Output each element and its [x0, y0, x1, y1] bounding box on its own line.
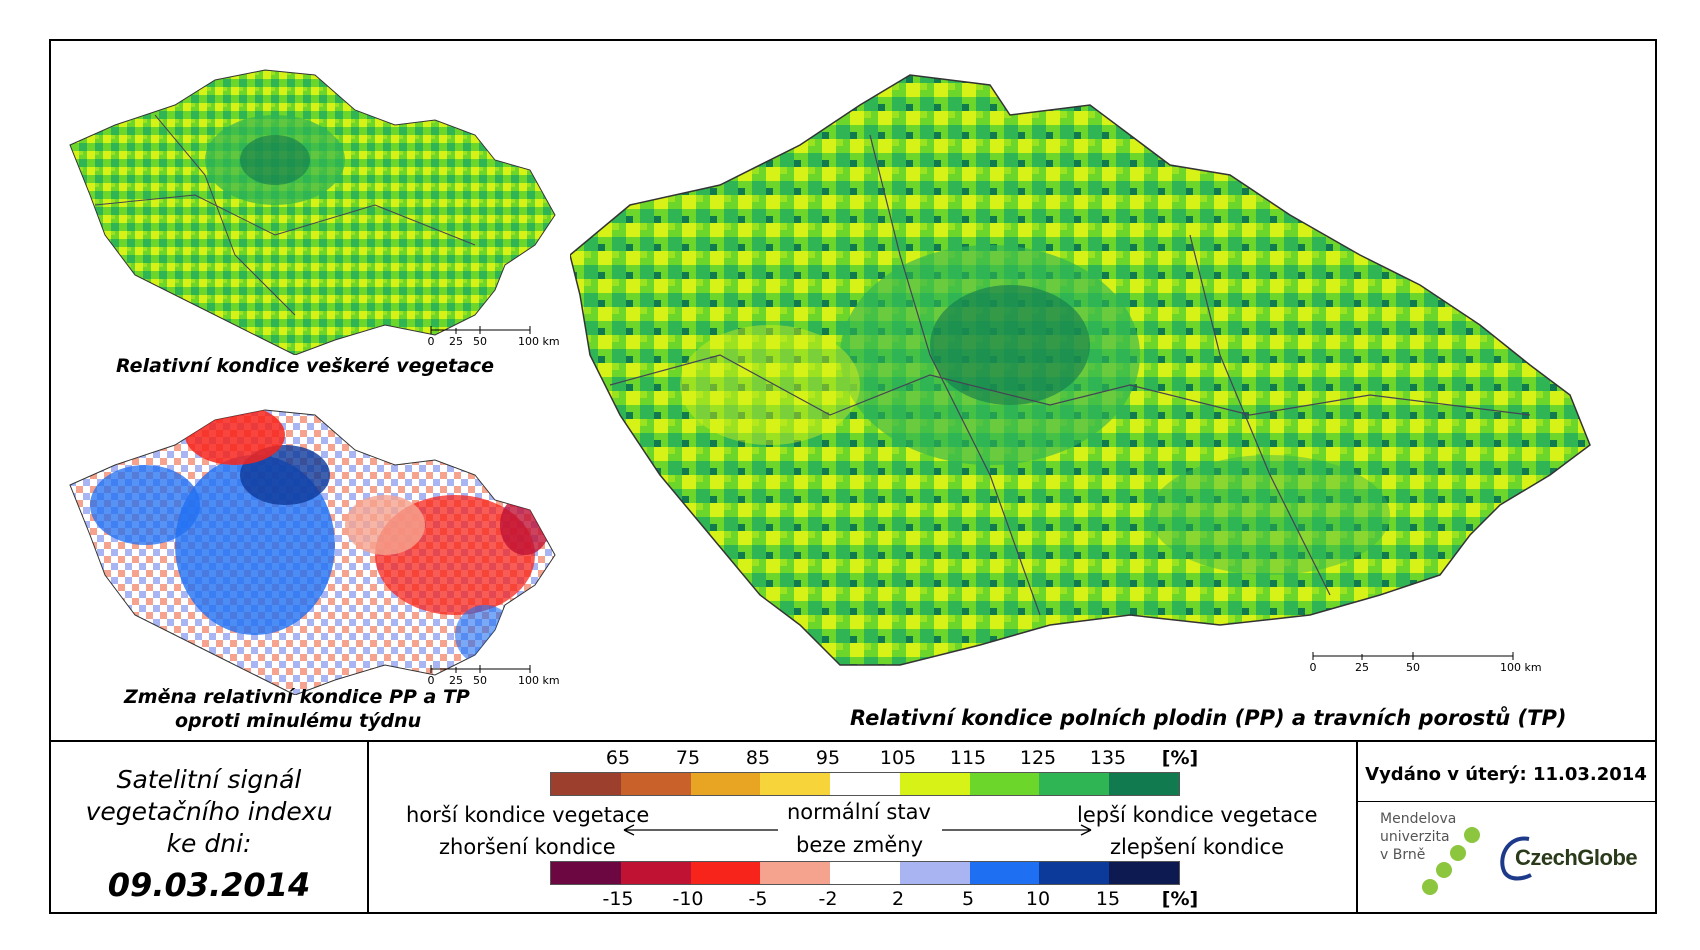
scale-label: 25	[1355, 661, 1369, 674]
change-ticks: -15 -10 -5 -2 2 5 10 15 [%]	[0, 888, 1700, 912]
change-swatch	[760, 862, 831, 884]
caption-change-line2: oproti minulému týdnu	[175, 710, 422, 732]
condition-swatch	[760, 773, 831, 795]
condition-swatch	[551, 773, 621, 795]
condition-swatch	[969, 773, 1040, 795]
condition-tick: 85	[745, 747, 771, 769]
mendel-dots-icon	[1422, 827, 1480, 895]
info-box: Satelitní signál vegetačního indexu ke d…	[51, 742, 367, 912]
info-date: 09.03.2014	[107, 866, 311, 904]
change-unit: [%]	[1161, 888, 1199, 910]
scale-label: 0	[427, 335, 435, 348]
change-tick: -15	[602, 888, 634, 910]
label-worse-change: zhoršení kondice	[439, 835, 616, 859]
condition-color-bar	[550, 772, 1180, 796]
divider-left	[367, 740, 369, 914]
czechglobe-swoosh-icon	[1500, 836, 1532, 881]
condition-tick: 75	[675, 747, 701, 769]
legend-divider	[49, 740, 1657, 742]
condition-tick: 95	[815, 747, 841, 769]
scalebar-change: 0 25 50 100 km	[427, 664, 570, 694]
change-swatch	[830, 862, 900, 884]
change-swatch	[620, 862, 691, 884]
issued-date: Vydáno v úterý: 11.03.2014	[1365, 764, 1647, 785]
scale-label: 100 km	[518, 335, 560, 348]
caption-vegetation: Relativní kondice veškeré vegetace	[116, 355, 495, 377]
arrow-left-icon	[623, 824, 778, 836]
change-swatch	[899, 862, 970, 884]
change-swatch	[551, 862, 621, 884]
label-normal: normální stav	[787, 800, 931, 824]
scale-label: 50	[473, 335, 487, 348]
mendel-university-logo: Mendelova univerzita v Brně	[1380, 810, 1456, 864]
change-tick: 15	[1095, 888, 1121, 910]
change-tick: 5	[961, 888, 975, 910]
label-better-change: zlepšení kondice	[1110, 835, 1284, 859]
condition-swatch	[690, 773, 761, 795]
condition-swatch	[1039, 773, 1110, 795]
figure-frame	[49, 39, 1657, 914]
arrow-right-icon	[942, 824, 1092, 836]
condition-swatch	[899, 773, 970, 795]
condition-swatch	[1109, 773, 1180, 795]
mendel-logo-line: v Brně	[1380, 847, 1426, 863]
scale-label: 25	[449, 335, 463, 348]
scale-label: 50	[1406, 661, 1420, 674]
condition-tick: 65	[605, 747, 631, 769]
mendel-logo-line: univerzita	[1380, 829, 1450, 845]
mendel-logo-line: Mendelova	[1380, 811, 1457, 827]
change-tick: 10	[1025, 888, 1051, 910]
condition-ticks: 65 75 85 95 105 115 125 135 [%]	[0, 747, 1700, 771]
scale-label: 0	[1309, 661, 1317, 674]
scale-label: 100 km	[518, 674, 560, 687]
map-crop-grassland-condition	[570, 74, 1591, 666]
map-vegetation-condition	[69, 69, 556, 355]
info-line-3: ke dni:	[166, 829, 252, 858]
map-condition-change	[69, 409, 556, 695]
info-line-1: Satelitní signál	[116, 765, 302, 794]
condition-tick: 105	[879, 747, 917, 769]
scale-label: 0	[427, 674, 435, 687]
divider-right	[1356, 740, 1358, 914]
change-swatch	[1109, 862, 1180, 884]
change-swatch	[690, 862, 761, 884]
scale-label: 50	[473, 674, 487, 687]
condition-swatch	[830, 773, 900, 795]
scale-label: 25	[449, 674, 463, 687]
scalebar-vegetation: 0 25 50 100 km	[427, 325, 570, 355]
change-tick: -10	[672, 888, 704, 910]
caption-main: Relativní kondice polních plodin (PP) a …	[850, 706, 1567, 730]
label-no-change: beze změny	[796, 833, 924, 857]
scalebar-main: 0 25 50 100 km	[1309, 651, 1552, 681]
change-tick: 2	[891, 888, 905, 910]
condition-unit: [%]	[1161, 747, 1199, 769]
info-line-2: vegetačního indexu	[85, 797, 333, 826]
change-color-bar	[550, 861, 1180, 885]
change-swatch	[1039, 862, 1110, 884]
logo-divider	[1358, 801, 1657, 802]
czechglobe-logo: CzechGlobe	[1515, 845, 1638, 870]
label-better-condition: lepší kondice vegetace	[1077, 803, 1318, 827]
condition-tick: 135	[1089, 747, 1127, 769]
scale-label: 100 km	[1500, 661, 1542, 674]
change-tick: -5	[748, 888, 768, 910]
condition-swatch	[620, 773, 691, 795]
caption-change-line1: Změna relativní kondice PP a TP	[124, 686, 470, 708]
label-worse-condition: horší kondice vegetace	[406, 803, 650, 827]
change-swatch	[969, 862, 1040, 884]
condition-tick: 125	[1019, 747, 1057, 769]
change-tick: -2	[818, 888, 838, 910]
condition-tick: 115	[949, 747, 987, 769]
